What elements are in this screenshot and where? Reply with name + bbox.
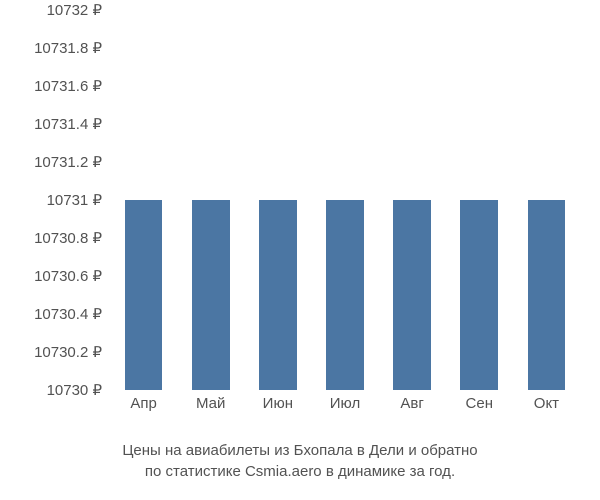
y-tick: 10730.6 ₽: [34, 267, 102, 285]
bar: [326, 200, 364, 390]
x-axis: Апр Май Июн Июл Авг Сен Окт: [110, 395, 580, 425]
plot-area: [110, 10, 580, 390]
y-tick: 10730.4 ₽: [34, 305, 102, 323]
price-chart: 10732 ₽ 10731.8 ₽ 10731.6 ₽ 10731.4 ₽ 10731.…: [0, 0, 600, 500]
bar: [192, 200, 230, 390]
chart-caption: Цены на авиабилеты из Бхопала в Дели и о…: [0, 440, 600, 482]
y-tick: 10731.2 ₽: [34, 153, 102, 171]
x-tick: Май: [196, 395, 225, 412]
y-tick: 10730 ₽: [47, 381, 102, 399]
x-tick: Окт: [534, 395, 559, 412]
bar: [460, 200, 498, 390]
y-tick: 10731.8 ₽: [34, 39, 102, 57]
y-tick: 10732 ₽: [47, 1, 102, 19]
y-tick: 10730.2 ₽: [34, 343, 102, 361]
y-tick: 10731 ₽: [47, 191, 102, 209]
y-tick: 10731.6 ₽: [34, 77, 102, 95]
y-tick: 10731.4 ₽: [34, 115, 102, 133]
x-tick: Июн: [263, 395, 293, 412]
x-tick: Сен: [466, 395, 493, 412]
caption-line-1: Цены на авиабилеты из Бхопала в Дели и о…: [0, 440, 600, 461]
bar: [528, 200, 566, 390]
bar: [125, 200, 163, 390]
bar: [259, 200, 297, 390]
x-tick: Авг: [400, 395, 423, 412]
x-tick: Июл: [330, 395, 360, 412]
y-tick: 10730.8 ₽: [34, 229, 102, 247]
caption-line-2: по статистике Csmia.aero в динамике за г…: [0, 461, 600, 482]
y-axis: 10732 ₽10731.8 ₽10731.6 ₽10731.4 ₽10731.…: [0, 10, 110, 390]
x-tick: Апр: [130, 395, 156, 412]
bar: [393, 200, 431, 390]
